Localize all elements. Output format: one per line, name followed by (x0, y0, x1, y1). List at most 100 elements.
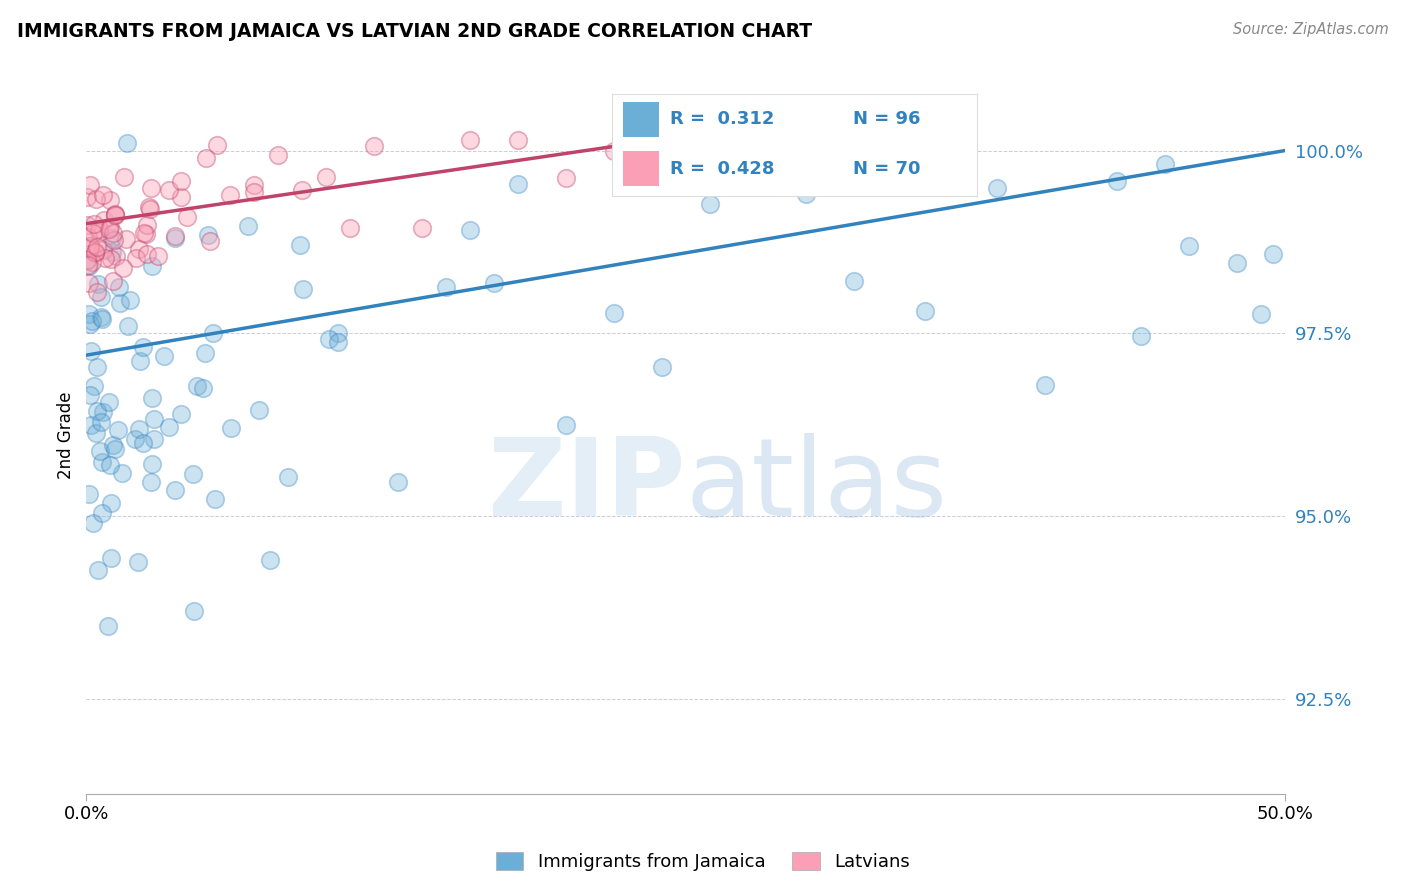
Point (328, 326, 350, 340)
Point (434, 280, 457, 294)
Point (157, 183, 180, 197)
Text: ZIP: ZIP (488, 433, 686, 539)
Point (101, 274, 124, 288)
Point (93, 212, 115, 227)
Point (267, 148, 290, 162)
Point (141, 457, 163, 471)
Point (108, 279, 131, 293)
Point (77, 307, 100, 321)
Point (112, 261, 135, 276)
Point (125, 251, 148, 265)
Point (104, 208, 127, 222)
Point (131, 436, 153, 450)
Point (141, 260, 163, 274)
Point (651, 360, 673, 375)
Point (80, 314, 103, 328)
Text: R =  0.428: R = 0.428 (671, 160, 775, 178)
Point (141, 391, 163, 405)
Point (204, 492, 226, 507)
Point (603, 145, 626, 159)
Point (79, 387, 101, 401)
Point (699, 197, 721, 211)
Point (104, 442, 127, 457)
Point (115, 136, 138, 151)
Point (134, 226, 156, 240)
Point (157, 420, 180, 434)
Point (506, 177, 529, 191)
Point (100, 496, 122, 510)
Bar (623, 102, 659, 136)
Point (76, 258, 98, 272)
Point (128, 422, 150, 436)
Point (1263, 246, 1285, 260)
Point (105, 249, 128, 263)
Legend: Immigrants from Jamaica, Latvians: Immigrants from Jamaica, Latvians (489, 845, 917, 879)
Point (87, 222, 110, 236)
Point (191, 381, 214, 395)
Point (76, 190, 98, 204)
Point (195, 151, 218, 165)
Point (1226, 256, 1249, 270)
Point (80, 343, 103, 358)
Point (108, 295, 131, 310)
Point (107, 423, 129, 437)
Point (202, 326, 225, 341)
Point (170, 407, 193, 421)
Point (315, 170, 337, 185)
Point (554, 171, 576, 186)
Point (135, 218, 157, 232)
Point (104, 207, 127, 221)
Point (111, 466, 134, 480)
Point (98, 220, 121, 235)
Point (186, 379, 208, 393)
Point (458, 223, 481, 237)
Point (387, 475, 409, 489)
Point (176, 210, 198, 224)
Point (554, 418, 576, 433)
Point (94, 251, 117, 265)
Point (87, 225, 110, 239)
Point (165, 228, 187, 243)
Point (181, 467, 204, 482)
Point (100, 550, 122, 565)
Point (97, 618, 120, 632)
Point (219, 421, 242, 435)
Point (128, 353, 150, 368)
Point (90, 310, 112, 324)
Point (183, 604, 205, 618)
Point (103, 233, 125, 247)
Point (339, 221, 361, 235)
Point (148, 249, 170, 263)
Point (84, 245, 107, 260)
Point (80, 255, 103, 269)
Point (79, 241, 101, 255)
Point (1035, 378, 1057, 392)
Point (79, 239, 101, 253)
Point (79, 178, 101, 192)
Point (318, 332, 340, 346)
Point (101, 231, 124, 245)
Point (79, 317, 101, 331)
Point (153, 349, 176, 363)
Point (79, 418, 101, 433)
Point (363, 139, 385, 153)
Text: atlas: atlas (686, 433, 948, 539)
Point (1154, 157, 1177, 171)
Point (76, 253, 98, 268)
Point (100, 252, 122, 267)
Point (326, 335, 349, 350)
Point (83, 244, 105, 259)
Point (115, 232, 138, 246)
Point (91, 243, 114, 257)
Point (247, 403, 270, 417)
Point (82, 516, 104, 530)
Point (77, 487, 100, 501)
Point (458, 132, 481, 146)
Point (794, 187, 817, 202)
Point (132, 341, 155, 355)
Point (77, 276, 100, 290)
Point (291, 282, 314, 296)
Point (91, 312, 114, 326)
Point (83, 245, 105, 260)
Point (200, 234, 222, 248)
